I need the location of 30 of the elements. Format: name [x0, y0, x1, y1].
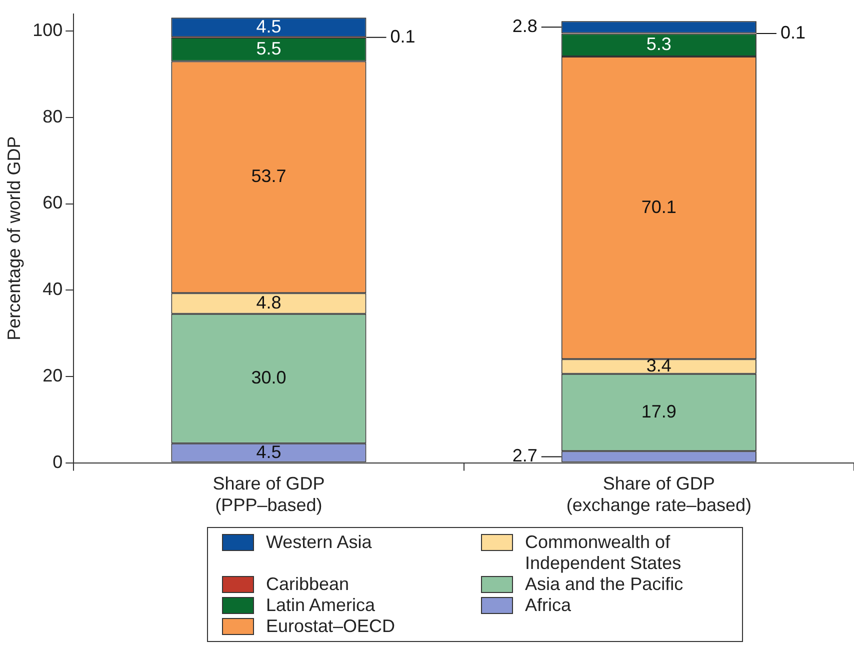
- legend-label: Latin America: [266, 595, 376, 616]
- data-label: 3.4: [646, 355, 672, 376]
- legend-label: Commonwealth of Independent States: [525, 532, 682, 574]
- data-label: 53.7: [251, 166, 286, 186]
- y-tick-label: 0: [52, 452, 63, 472]
- legend-label: Asia and the Pacific: [525, 574, 684, 595]
- data-label: 4.8: [256, 292, 282, 312]
- y-tick-label: 40: [42, 279, 63, 300]
- y-tick-label: 80: [42, 106, 63, 126]
- legend-label: Caribbean: [266, 574, 350, 595]
- legend-label: Western Asia: [266, 532, 372, 553]
- legend-label: Eurostat–OECD: [266, 616, 396, 637]
- data-label: 5.3: [646, 34, 672, 54]
- data-label: 0.1: [390, 26, 416, 46]
- y-tick-label: 60: [42, 192, 63, 213]
- data-label: 5.5: [256, 38, 282, 58]
- legend-label: Africa: [525, 595, 572, 616]
- x-tick-label: Share of GDP (exchange rate–based): [566, 474, 752, 516]
- data-label: 30.0: [251, 368, 286, 388]
- x-tick-label: Share of GDP (PPP–based): [212, 474, 325, 516]
- y-tick-label: 100: [32, 20, 63, 40]
- data-label: 17.9: [641, 401, 676, 422]
- data-label: 4.5: [256, 442, 282, 462]
- data-label: 4.5: [256, 16, 282, 36]
- data-label: 0.1: [780, 22, 806, 42]
- y-axis-title: Percentage of world GDP: [4, 136, 24, 340]
- data-label: 2.8: [512, 16, 538, 36]
- y-tick-label: 20: [42, 365, 63, 386]
- data-label: 2.7: [512, 446, 538, 466]
- data-label: 70.1: [641, 196, 676, 217]
